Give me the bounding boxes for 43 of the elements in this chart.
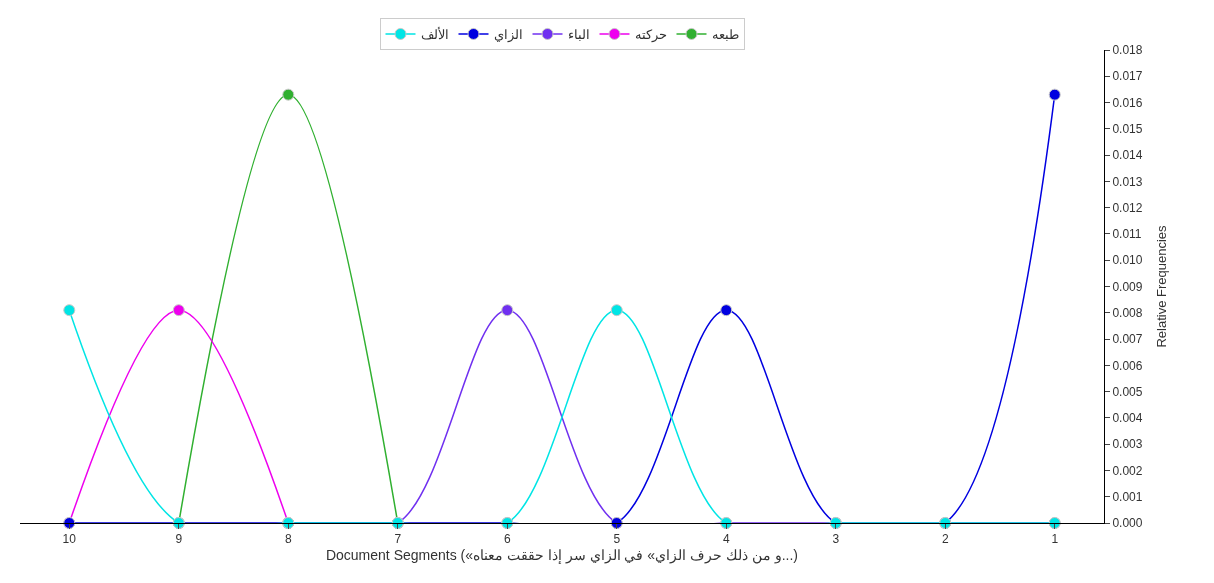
x-tick-label: 9 [175, 532, 183, 547]
legend-label: الباء [567, 27, 590, 43]
x-axis-title: Document Segments («و من ذلك حرف الزاي» في الزاي سر إذا حققت معناه...) [325, 546, 799, 564]
point [501, 304, 514, 317]
x-tick-label: 5 [613, 532, 621, 547]
point [1048, 88, 1061, 101]
y-tick-label: 0.005 [1112, 384, 1143, 399]
point [282, 88, 295, 101]
x-tick-label: 6 [503, 532, 511, 547]
point [610, 304, 623, 317]
point [172, 304, 185, 317]
y-tick-label: 0.011 [1112, 227, 1142, 242]
y-tick-label: 0.000 [1112, 516, 1143, 531]
y-tick-label: 0.006 [1112, 358, 1143, 373]
y-tick-label: 0.003 [1112, 437, 1143, 452]
x-tick-label: 10 [62, 532, 77, 547]
legend-label: الألف [420, 26, 449, 43]
x-tick-label: 7 [394, 532, 402, 547]
y-tick-label: 0.004 [1112, 411, 1143, 426]
y-tick-label: 0.001 [1112, 489, 1143, 504]
y-axis-title: Relative Frequencies [1154, 224, 1170, 348]
y-tick-label: 0.016 [1112, 95, 1143, 110]
y-tick-label: 0.002 [1112, 463, 1143, 478]
y-tick-label: 0.010 [1112, 253, 1143, 268]
y-tick-label: 0.007 [1112, 332, 1143, 347]
x-tick-label: 4 [722, 532, 730, 547]
x-tick-label: 2 [941, 532, 949, 547]
y-tick-label: 0.018 [1112, 43, 1143, 58]
legend-label: الزاي [493, 27, 523, 44]
y-tick-label: 0.014 [1112, 148, 1143, 163]
legend-label: طبعه [711, 27, 739, 43]
y-tick-label: 0.009 [1112, 279, 1143, 294]
point [720, 304, 733, 317]
y-tick-label: 0.017 [1112, 69, 1143, 84]
y-tick-label: 0.012 [1112, 200, 1143, 215]
x-tick-label: 3 [832, 532, 840, 547]
y-tick-label: 0.008 [1112, 305, 1143, 320]
y-tick-label: 0.015 [1112, 122, 1143, 137]
x-tick-label: 1 [1051, 532, 1059, 547]
legend-label: حركته [634, 27, 667, 44]
point [63, 304, 76, 317]
y-tick-label: 0.013 [1112, 174, 1143, 189]
x-tick-label: 8 [284, 532, 292, 547]
